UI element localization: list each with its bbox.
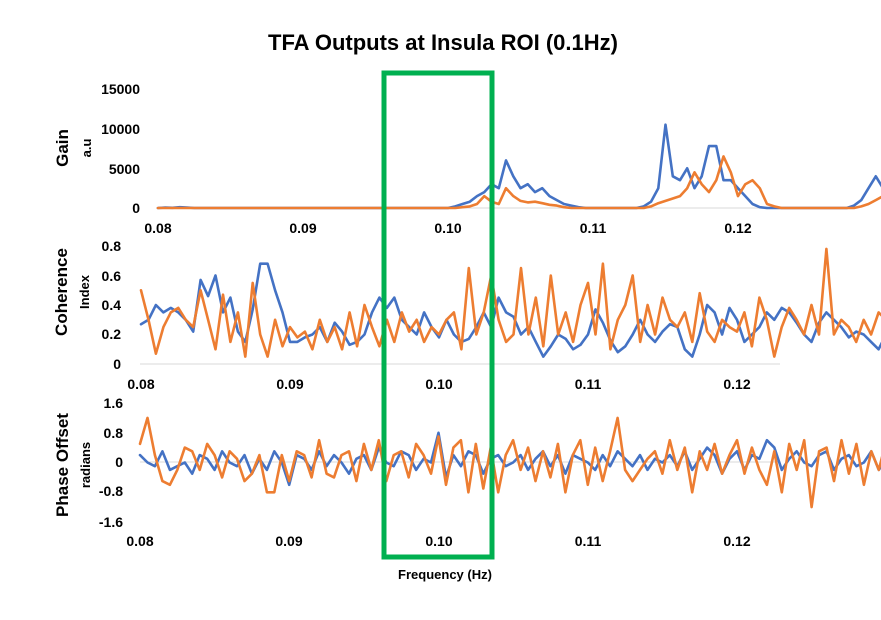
phase-xtick-label: 0.10: [425, 533, 452, 549]
gain-ylabel-unit: a.u: [79, 139, 94, 158]
gain-ytick-label: 0: [132, 200, 140, 216]
phase-xtick-label: 0.08: [126, 533, 153, 549]
phase-ytick-labels: 1.6 0.8 0 -0.8 -1.6: [99, 395, 123, 530]
coherence-xtick-label: 0.10: [425, 376, 452, 392]
gain-series-2-line: [156, 155, 881, 210]
phase-series-2-line: [138, 416, 881, 509]
highlight-box: [381, 70, 495, 560]
gain-xtick-label: 0.11: [580, 220, 607, 236]
gain-ytick-label: 10000: [101, 121, 140, 137]
gain-ytick-label: 15000: [101, 81, 140, 97]
gain-xtick-label: 0.12: [724, 220, 751, 236]
phase-ytick-label: -0.8: [99, 483, 123, 499]
phase-panel: 1.6 0.8 0 -0.8 -1.6 0.08 0.09 0.10 0.11 …: [53, 395, 881, 582]
gain-xtick-label: 0.09: [289, 220, 316, 236]
gain-ytick-label: 5000: [109, 161, 140, 177]
coherence-ytick-labels: 0.8 0.6 0.4 0.2 0: [102, 238, 122, 372]
phase-xtick-labels: 0.08 0.09 0.10 0.11 0.12: [126, 533, 750, 549]
phase-ytick-label: -1.6: [99, 514, 123, 530]
phase-ytick-label: 0: [115, 454, 123, 470]
phase-xtick-label: 0.12: [723, 533, 750, 549]
gain-ytick-labels: 15000 10000 5000 0: [101, 81, 140, 216]
coherence-ytick-label: 0: [113, 356, 121, 372]
x-axis-label: Frequency (Hz): [398, 567, 492, 582]
phase-xtick-label: 0.11: [575, 533, 602, 549]
phase-xtick-label: 0.09: [275, 533, 302, 549]
gain-panel: 15000 10000 5000 0 0.08 0.09 0.10 0.11 0…: [53, 81, 881, 236]
coherence-xtick-label: 0.11: [575, 376, 602, 392]
coherence-ylabel-unit: Index: [77, 274, 92, 309]
phase-ytick-label: 0.8: [104, 425, 124, 441]
phase-ylabel-unit: radians: [78, 442, 93, 488]
coherence-ytick-label: 0.2: [102, 326, 122, 342]
chart-title: TFA Outputs at Insula ROI (0.1Hz): [268, 30, 618, 55]
gain-series-1-line: [156, 123, 881, 210]
coherence-ytick-label: 0.4: [102, 297, 122, 313]
coherence-panel: 0.8 0.6 0.4 0.2 0 0.08 0.09 0.10 0.11 0.…: [52, 238, 881, 392]
gain-xtick-label: 0.10: [434, 220, 461, 236]
gain-xtick-label: 0.08: [144, 220, 171, 236]
coherence-xtick-label: 0.08: [127, 376, 154, 392]
coherence-xtick-label: 0.12: [723, 376, 750, 392]
coherence-series-1-line: [139, 262, 881, 358]
coherence-ytick-label: 0.6: [102, 268, 122, 284]
coherence-ylabel: Coherence: [52, 248, 71, 336]
gain-xtick-labels: 0.08 0.09 0.10 0.11 0.12: [144, 220, 751, 236]
phase-ylabel: Phase Offset: [53, 413, 72, 517]
gain-ylabel: Gain: [53, 129, 72, 167]
coherence-xtick-label: 0.09: [276, 376, 303, 392]
coherence-xtick-labels: 0.08 0.09 0.10 0.11 0.12: [127, 376, 750, 392]
coherence-ytick-label: 0.8: [102, 238, 122, 254]
phase-ytick-label: 1.6: [104, 395, 124, 411]
coherence-series-2-line: [139, 247, 881, 358]
